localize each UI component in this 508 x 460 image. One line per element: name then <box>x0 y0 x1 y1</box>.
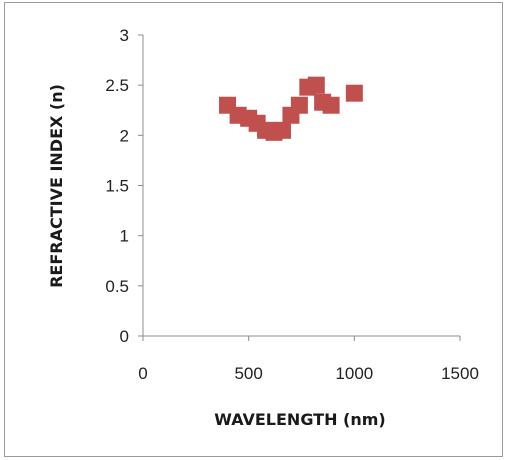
x-tick-label: 500 <box>234 364 262 383</box>
x-tick-label: 0 <box>138 364 147 383</box>
data-point <box>345 84 363 102</box>
y-tick-label: 1.5 <box>105 177 129 196</box>
data-points <box>219 76 363 141</box>
y-tick-label: 3 <box>120 26 129 45</box>
chart-frame <box>4 2 503 457</box>
x-tick-label: 1000 <box>335 364 373 383</box>
data-point <box>307 76 325 94</box>
y-axis-ticks: 0 0.5 1 1.5 2 2.5 3 <box>105 26 143 346</box>
data-point <box>273 121 291 139</box>
y-axis-title: REFRACTIVE INDEX (n) <box>47 84 66 288</box>
x-tick-label: 1500 <box>441 364 479 383</box>
y-tick-label: 2.5 <box>105 76 129 95</box>
x-axis-title: WAVELENGTH (nm) <box>214 410 385 429</box>
y-tick-label: 0.5 <box>105 277 129 296</box>
y-tick-label: 1 <box>120 227 129 246</box>
x-axis-ticks: 0 500 1000 1500 <box>138 336 479 383</box>
data-point <box>290 96 308 114</box>
data-point <box>322 96 340 114</box>
y-tick-label: 0 <box>120 327 129 346</box>
y-tick-label: 2 <box>120 126 129 145</box>
